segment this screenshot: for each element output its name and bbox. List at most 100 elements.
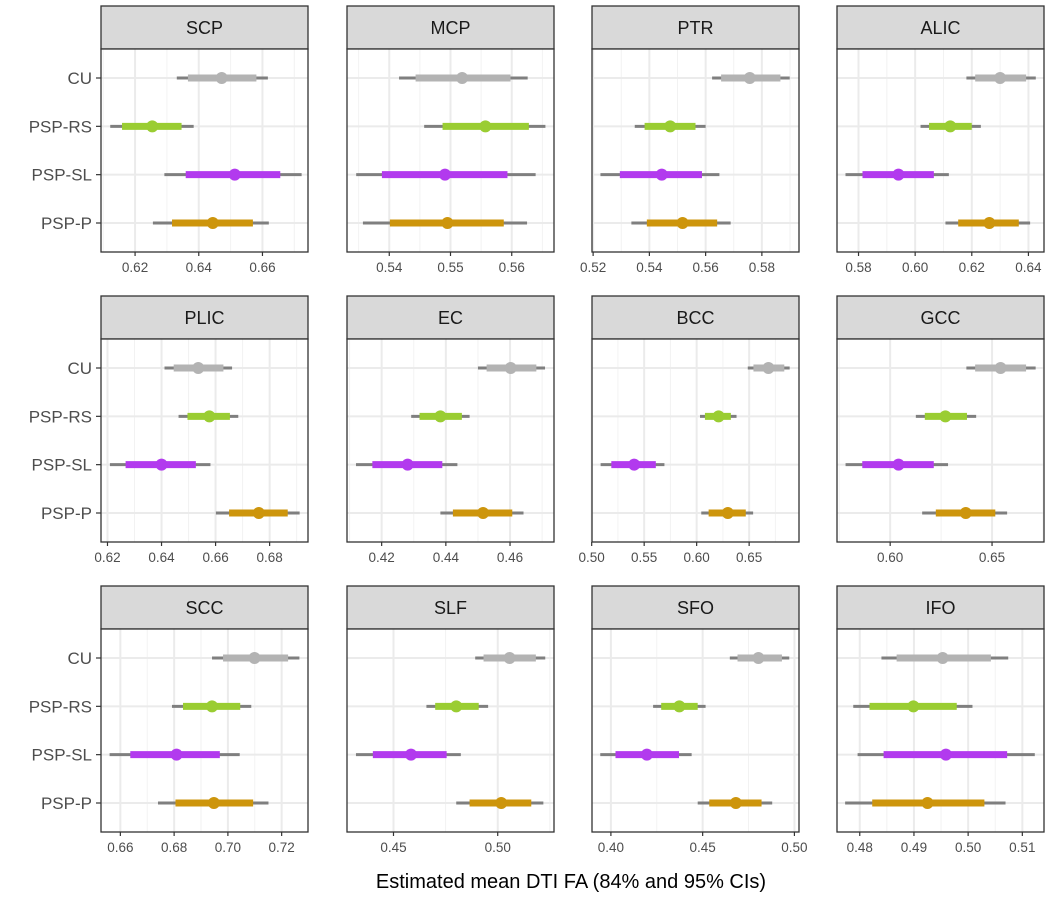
estimate-point [655,168,668,181]
strip-label: IFO [926,598,956,618]
panel-border [346,48,555,253]
panel-ec: EC 0.42 0.44 0.46 [346,295,555,565]
strip-background [836,585,1045,630]
x-tick-label: 0.55 [631,550,657,565]
panel-border [100,338,309,543]
estimate-point [203,410,216,423]
panel-ifo: IFO 0.48 0.49 0.50 0.51 [836,585,1045,855]
panel-bcc: BCC 0.50 0.55 0.60 0.65 [579,295,800,565]
x-tick-label: 0.60 [902,260,928,275]
group-psp-rs [424,120,546,133]
panel-scp: SCP 0.62 0.64 0.66 CU PSP-RS PSP-SL PSP-P [29,5,309,275]
estimate-point [155,458,168,471]
estimate-point [248,652,261,664]
strip-background [836,5,1045,50]
estimate-point [752,652,765,664]
panel-border [100,48,309,253]
y-tick-label: PSP-P [41,214,92,233]
estimate-point [762,362,775,374]
x-tick-label: 0.70 [215,840,241,855]
group-cu [881,652,1009,664]
estimate-point [664,120,677,133]
estimate-point [994,362,1007,374]
x-tick-label: 0.62 [959,260,985,275]
y-tick-label: PSP-P [41,794,92,813]
group-psp-rs [110,120,194,133]
group-psp-p [440,507,524,519]
strip-background [346,585,555,630]
x-tick-label: 0.72 [269,840,295,855]
group-cu [729,652,790,664]
estimate-point [207,797,220,809]
estimate-point [939,748,952,761]
group-psp-sl [356,168,536,181]
panel-border [100,628,309,833]
panel-background [592,49,799,252]
group-cu [966,72,1036,84]
x-tick-label: 0.65 [736,550,762,565]
panel-sfo: SFO 0.40 0.45 0.50 [591,585,808,855]
strip-background [836,295,1045,340]
x-tick-label: 0.45 [690,840,716,855]
y-tick-label: PSP-RS [29,697,92,716]
estimate-point [892,168,905,181]
panel-border [836,48,1045,253]
y-tick-label: PSP-SL [32,746,92,765]
group-psp-sl [857,748,1035,761]
estimate-point [936,652,949,664]
x-tick-label: 0.50 [485,840,511,855]
panel-gcc: GCC 0.60 0.65 [836,295,1045,565]
strip-label: MCP [431,18,471,38]
panel-background [592,629,799,832]
group-psp-rs [634,120,706,133]
y-tick-label: CU [67,649,92,668]
group-psp-p [845,797,1006,809]
group-psp-rs [653,700,706,713]
group-psp-sl [600,458,665,471]
panel-border [836,338,1045,543]
estimate-point [495,797,508,809]
x-tick-label: 0.62 [94,550,120,565]
x-tick-label: 0.52 [580,260,606,275]
strip-label: GCC [921,308,961,328]
estimate-point [983,217,996,229]
strip-background [591,5,800,50]
strip-background [100,295,309,340]
estimate-point [477,507,490,519]
estimate-point [939,410,952,423]
group-psp-sl [600,748,692,761]
y-tick-label: PSP-SL [32,456,92,475]
facet-panels: SCP 0.62 0.64 0.66 CU PSP-RS PSP-SL PSP-P MCP 0.5… [29,5,1045,855]
x-tick-label: 0.64 [1015,260,1042,275]
group-cu [212,652,300,664]
x-tick-label: 0.40 [598,840,624,855]
estimate-point [479,120,492,133]
x-tick-label: 0.50 [955,840,981,855]
estimate-point [504,362,517,374]
x-tick-label: 0.45 [380,840,406,855]
strip-label: BCC [676,308,714,328]
estimate-point [907,700,920,713]
strip-label: ALIC [920,18,960,38]
panel-background [837,339,1044,542]
group-cu [475,652,546,664]
strip-background [346,295,555,340]
estimate-point [640,748,653,761]
strip-label: SCP [186,18,223,38]
group-psp-p [631,217,731,229]
strip-background [100,5,309,50]
strip-background [591,585,800,630]
x-tick-label: 0.54 [636,260,663,275]
panel-scc: SCC 0.66 0.68 0.70 0.72 CU PSP-RS PSP-SL PSP-P [29,585,309,855]
estimate-point [503,652,516,664]
x-tick-label: 0.60 [684,550,710,565]
x-tick-label: 0.54 [376,260,403,275]
panel-alic: ALIC 0.58 0.60 0.62 0.64 [836,5,1045,275]
strip-label: SLF [434,598,467,618]
strip-label: SFO [677,598,714,618]
group-cu [477,362,546,374]
group-psp-sl [355,458,458,471]
estimate-point [676,217,689,229]
estimate-point [456,72,469,84]
